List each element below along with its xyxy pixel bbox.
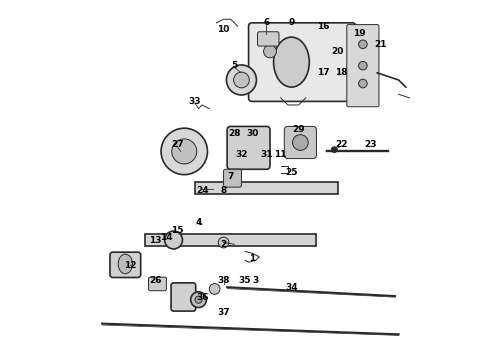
Ellipse shape [118, 254, 132, 274]
Circle shape [331, 147, 337, 153]
Circle shape [191, 292, 206, 307]
Text: 6: 6 [263, 18, 270, 27]
Ellipse shape [273, 37, 309, 87]
Circle shape [165, 231, 182, 249]
Text: 4: 4 [196, 219, 202, 228]
Text: 31: 31 [260, 150, 272, 159]
Text: 25: 25 [285, 168, 298, 177]
Text: 5: 5 [231, 61, 238, 70]
Text: 35: 35 [239, 275, 251, 284]
Text: 30: 30 [246, 129, 258, 138]
Text: 36: 36 [196, 293, 208, 302]
Text: 26: 26 [149, 275, 162, 284]
Circle shape [359, 40, 367, 49]
Text: 1: 1 [249, 254, 255, 263]
Circle shape [218, 237, 229, 248]
Text: 7: 7 [227, 172, 234, 181]
Text: 15: 15 [171, 225, 183, 234]
Text: 28: 28 [228, 129, 241, 138]
FancyBboxPatch shape [195, 182, 338, 194]
Text: 20: 20 [332, 47, 344, 56]
Text: 32: 32 [235, 150, 247, 159]
Text: 34: 34 [285, 283, 298, 292]
Circle shape [209, 284, 220, 294]
Text: 10: 10 [218, 26, 230, 35]
Text: 17: 17 [318, 68, 330, 77]
FancyBboxPatch shape [227, 126, 270, 169]
FancyBboxPatch shape [110, 252, 141, 278]
Text: 11: 11 [274, 150, 287, 159]
Text: 14: 14 [160, 233, 172, 242]
Text: 3: 3 [252, 275, 259, 284]
Text: 33: 33 [189, 97, 201, 106]
Text: 18: 18 [335, 68, 348, 77]
Circle shape [226, 65, 256, 95]
FancyBboxPatch shape [145, 234, 317, 246]
FancyBboxPatch shape [284, 126, 317, 158]
FancyBboxPatch shape [258, 32, 279, 46]
Text: 2: 2 [220, 240, 227, 249]
FancyBboxPatch shape [347, 24, 379, 107]
Text: 37: 37 [217, 308, 230, 317]
Circle shape [172, 139, 197, 164]
Text: 22: 22 [335, 140, 348, 149]
Text: 23: 23 [364, 140, 376, 149]
Text: 16: 16 [318, 22, 330, 31]
Circle shape [359, 79, 367, 88]
Text: 38: 38 [218, 275, 230, 284]
FancyBboxPatch shape [171, 283, 196, 311]
Circle shape [359, 62, 367, 70]
Circle shape [264, 45, 276, 58]
Circle shape [293, 135, 308, 150]
Text: 21: 21 [374, 40, 387, 49]
Text: 9: 9 [288, 18, 294, 27]
Text: 27: 27 [171, 140, 183, 149]
Text: 19: 19 [353, 29, 366, 38]
Text: 29: 29 [292, 126, 305, 135]
FancyBboxPatch shape [248, 23, 356, 102]
FancyBboxPatch shape [223, 169, 242, 187]
FancyBboxPatch shape [148, 277, 167, 291]
Text: 8: 8 [220, 186, 227, 195]
Circle shape [195, 296, 202, 303]
Text: 12: 12 [124, 261, 137, 270]
Circle shape [234, 72, 249, 88]
Circle shape [161, 128, 207, 175]
Text: 13: 13 [149, 236, 162, 245]
Text: 24: 24 [196, 186, 208, 195]
